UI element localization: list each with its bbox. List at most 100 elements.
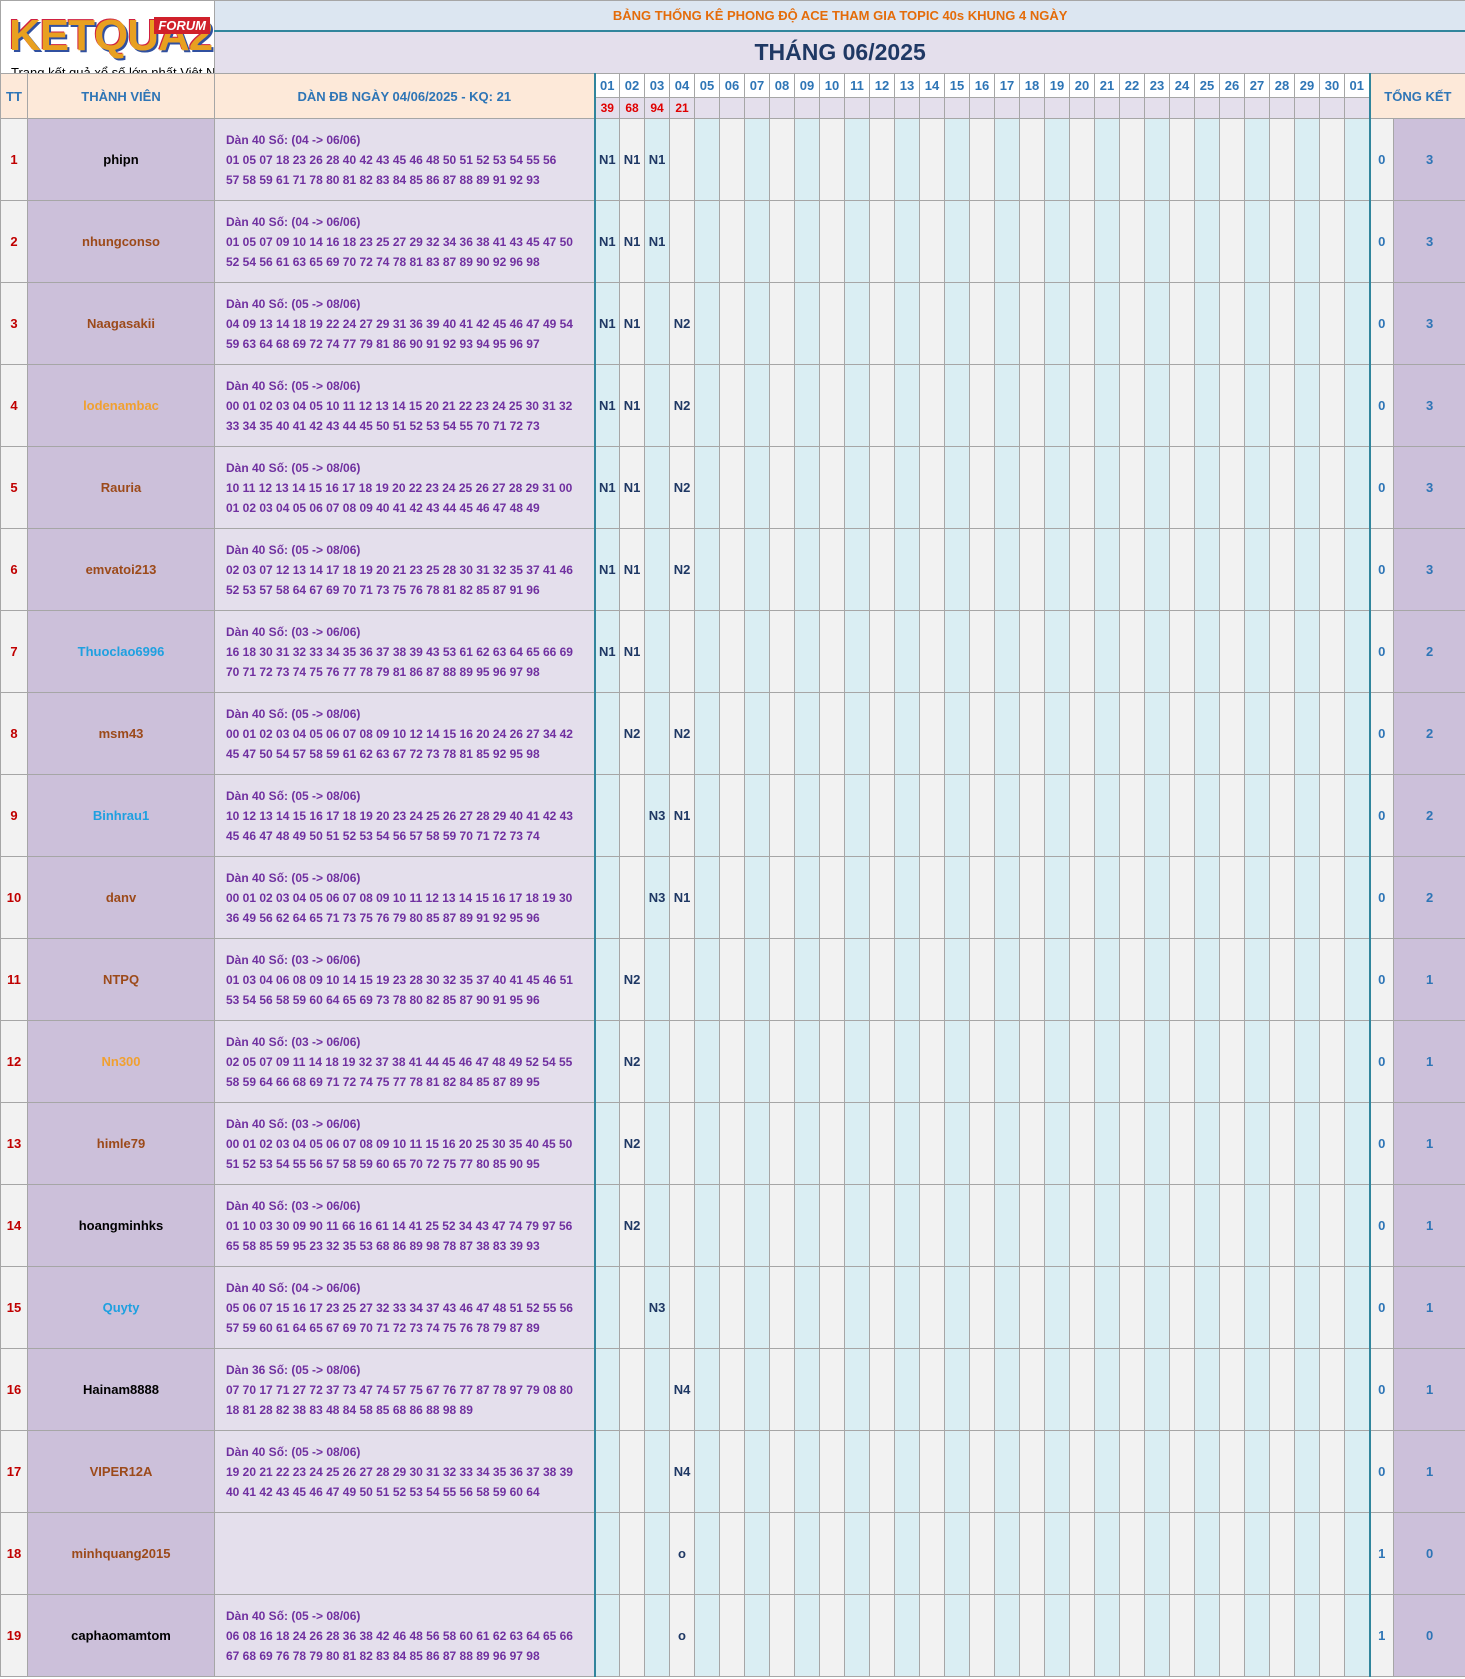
day-cell bbox=[1269, 528, 1295, 611]
row-number: 7 bbox=[0, 610, 28, 693]
result-empty bbox=[1069, 97, 1095, 119]
member-row: 7 Thuoclao6996 Dàn 40 Số: (03 -> 06/06) 16 … bbox=[0, 610, 1465, 693]
member-name: Quyty bbox=[27, 1266, 215, 1349]
day-cell bbox=[819, 1430, 845, 1513]
dan-cell: Dàn 40 Số: (05 -> 08/06) 10 11 12 13 14 1… bbox=[214, 446, 596, 529]
day-cell bbox=[619, 774, 645, 857]
day-mark: N1 bbox=[619, 282, 645, 365]
day-mark: N4 bbox=[669, 1430, 695, 1513]
row-number: 14 bbox=[0, 1184, 28, 1267]
summary-miss: 0 bbox=[1368, 200, 1394, 283]
day-cell bbox=[1169, 1594, 1195, 1677]
dan-line1: 01 10 03 30 09 90 11 66 16 61 14 41 25 5… bbox=[226, 1218, 573, 1233]
day-cell bbox=[1119, 528, 1145, 611]
day-cell bbox=[994, 1020, 1020, 1103]
member-row: 16 Hainam8888 Dàn 36 Số: (05 -> 08/06) 07 7… bbox=[0, 1348, 1465, 1431]
dan-cell: Dàn 40 Số: (05 -> 08/06) 19 20 21 22 23 2… bbox=[214, 1430, 596, 1513]
day-header: 05 bbox=[694, 73, 720, 98]
day-cell bbox=[919, 1348, 945, 1431]
member-name: nhungconso bbox=[27, 200, 215, 283]
summary-hit: 3 bbox=[1392, 282, 1465, 365]
dan-cell: Dàn 40 Số: (03 -> 06/06) 01 10 03 30 09 9… bbox=[214, 1184, 596, 1267]
day-mark: N1 bbox=[644, 118, 670, 201]
dan-title: Dàn 40 Số: (05 -> 08/06) bbox=[226, 706, 361, 721]
summary-miss: 0 bbox=[1368, 1266, 1394, 1349]
day-header: 18 bbox=[1019, 73, 1045, 98]
day-cell bbox=[769, 1020, 795, 1103]
member-row: 11 NTPQ Dàn 40 Số: (03 -> 06/06) 01 03 04 0… bbox=[0, 938, 1465, 1021]
day-cell bbox=[1344, 1184, 1370, 1267]
day-cell bbox=[894, 938, 920, 1021]
day-mark: N1 bbox=[594, 200, 620, 283]
day-cell bbox=[794, 774, 820, 857]
day-cell bbox=[819, 446, 845, 529]
result-empty bbox=[769, 97, 795, 119]
day-cell bbox=[1019, 1184, 1045, 1267]
result-empty bbox=[1244, 97, 1270, 119]
day-cell bbox=[719, 610, 745, 693]
day-cell bbox=[919, 774, 945, 857]
day-cell bbox=[1169, 1102, 1195, 1185]
day-cell bbox=[1219, 856, 1245, 939]
day-cell bbox=[694, 200, 720, 283]
day-cell bbox=[619, 1266, 645, 1349]
day-cell bbox=[869, 692, 895, 775]
dan-line1: 10 12 13 14 15 16 17 18 19 20 23 24 25 2… bbox=[226, 808, 573, 823]
row-number: 6 bbox=[0, 528, 28, 611]
day-cell bbox=[1269, 610, 1295, 693]
day-cell bbox=[894, 1266, 920, 1349]
day-cell bbox=[969, 856, 995, 939]
row-number: 16 bbox=[0, 1348, 28, 1431]
day-cell bbox=[1144, 1594, 1170, 1677]
day-cell bbox=[1294, 1102, 1320, 1185]
dan-line1: 19 20 21 22 23 24 25 26 27 28 29 30 31 3… bbox=[226, 1464, 573, 1479]
day-cell bbox=[894, 282, 920, 365]
day-cell bbox=[894, 1430, 920, 1513]
day-cell bbox=[644, 1102, 670, 1185]
day-cell bbox=[1044, 1020, 1070, 1103]
member-name: Thuoclao6996 bbox=[27, 610, 215, 693]
result-empty bbox=[1294, 97, 1320, 119]
day-cell bbox=[1169, 1020, 1195, 1103]
day-cell bbox=[1194, 282, 1220, 365]
day-mark: N2 bbox=[619, 1184, 645, 1267]
result-empty bbox=[1044, 97, 1070, 119]
day-cell bbox=[719, 1430, 745, 1513]
dan-title: Dàn 40 Số: (03 -> 06/06) bbox=[226, 952, 361, 967]
row-number: 10 bbox=[0, 856, 28, 939]
day-cell bbox=[1144, 1020, 1170, 1103]
day-cell bbox=[1019, 118, 1045, 201]
day-cell bbox=[869, 774, 895, 857]
day-cell bbox=[1094, 200, 1120, 283]
day-mark: N1 bbox=[619, 118, 645, 201]
day-cell bbox=[694, 692, 720, 775]
day-cell bbox=[1244, 1512, 1270, 1595]
day-cell bbox=[1219, 282, 1245, 365]
day-cell bbox=[969, 1594, 995, 1677]
day-cell bbox=[644, 528, 670, 611]
day-cell bbox=[1094, 1512, 1120, 1595]
dan-line1: 02 03 07 12 13 14 17 18 19 20 21 23 25 2… bbox=[226, 562, 573, 577]
day-cell bbox=[919, 692, 945, 775]
day-cell bbox=[994, 200, 1020, 283]
member-name: Nn300 bbox=[27, 1020, 215, 1103]
day-cell bbox=[769, 1512, 795, 1595]
summary-miss: 0 bbox=[1368, 1348, 1394, 1431]
day-header: 10 bbox=[819, 73, 845, 98]
day-cell bbox=[1244, 364, 1270, 447]
day-cell bbox=[1069, 774, 1095, 857]
day-cell bbox=[819, 610, 845, 693]
day-cell bbox=[619, 1594, 645, 1677]
day-cell bbox=[1219, 364, 1245, 447]
day-cell bbox=[1094, 856, 1120, 939]
result-empty bbox=[1144, 97, 1170, 119]
day-cell bbox=[819, 1512, 845, 1595]
day-cell bbox=[1269, 1102, 1295, 1185]
month-row: THÁNG 06/2025 bbox=[1, 30, 1465, 74]
day-cell bbox=[1319, 1266, 1345, 1349]
dan-title: Dàn 40 Số: (03 -> 06/06) bbox=[226, 1116, 361, 1131]
dan-line2: 57 59 60 61 64 65 67 69 70 71 72 73 74 7… bbox=[226, 1320, 540, 1335]
day-cell bbox=[1294, 1594, 1320, 1677]
day-cell bbox=[1019, 528, 1045, 611]
day-mark: N1 bbox=[669, 774, 695, 857]
